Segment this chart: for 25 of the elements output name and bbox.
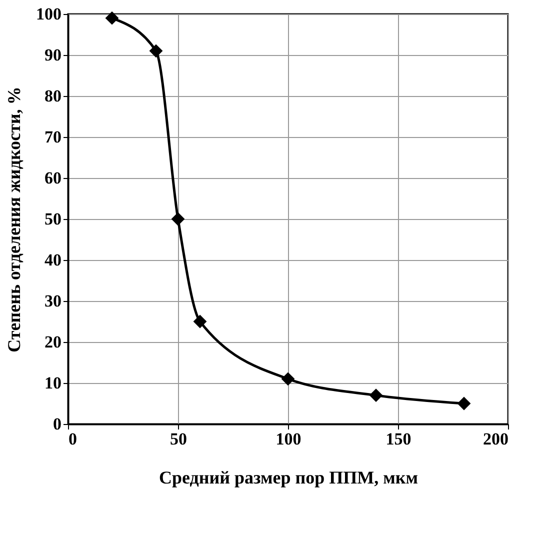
x-tick-label: 150 [386, 430, 412, 448]
y-tick-label: 70 [44, 128, 62, 146]
y-tick-label: 20 [44, 332, 62, 352]
point [171, 212, 185, 226]
x-tick-label: 100 [276, 430, 302, 448]
x-tick-label: 200 [483, 430, 508, 448]
y-tick-label: 90 [44, 46, 62, 64]
point [369, 388, 383, 402]
point [457, 396, 471, 410]
y-tick-label: 10 [44, 374, 62, 392]
y-tick-label: 100 [36, 4, 62, 24]
y-tick-label: 0 [53, 414, 62, 434]
y-axis-title: Степень отделения жидкости, % [4, 86, 24, 352]
point [105, 11, 119, 25]
y-tick-label: 40 [44, 250, 62, 270]
y-tick-label: 50 [44, 210, 62, 228]
point [193, 314, 207, 328]
y-tick-label: 80 [44, 86, 62, 106]
y-tick-label: 30 [44, 292, 62, 310]
point [281, 372, 295, 386]
point [149, 44, 163, 58]
y-tick-label: 60 [44, 168, 62, 188]
x-axis-title: Средний размер пор ППМ, мкм [159, 468, 418, 488]
x-tick-label: 50 [170, 430, 187, 448]
x-tick-label: 0 [68, 430, 77, 448]
